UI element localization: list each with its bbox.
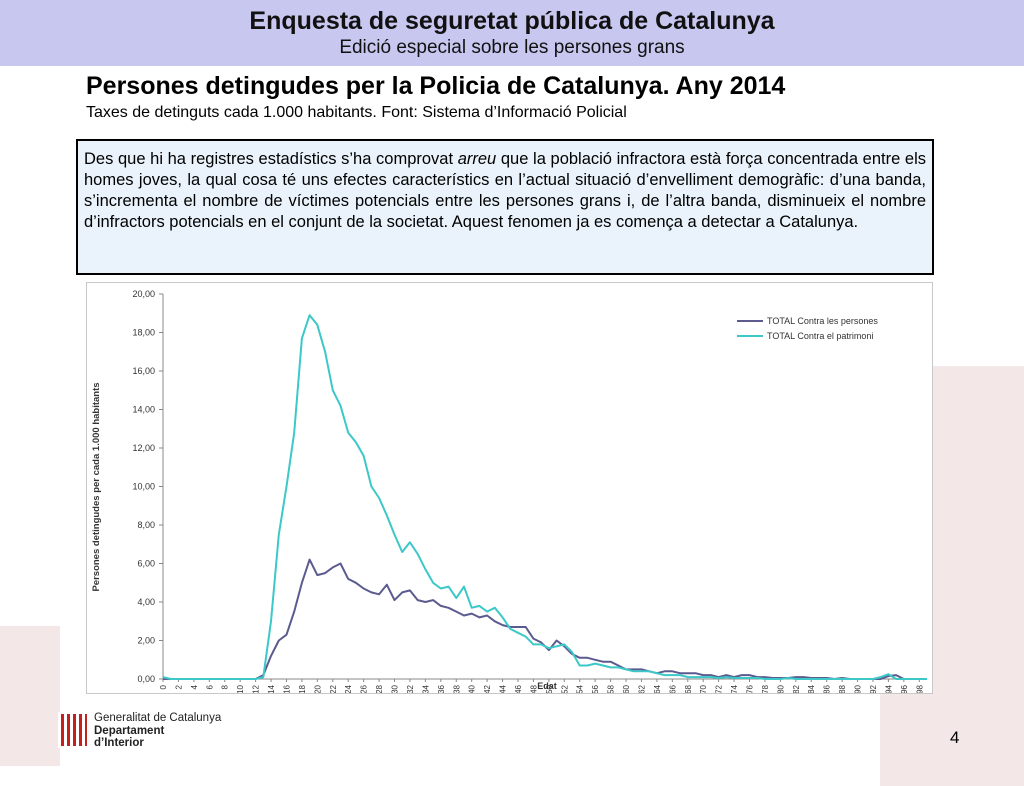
x-tick-label: 86 [823,684,832,693]
x-tick-label: 12 [252,684,261,693]
y-tick-label: 10,00 [132,482,155,492]
x-tick-label: 24 [344,684,353,693]
y-tick-label: 16,00 [132,366,155,376]
y-tick-label: 0,00 [137,674,155,684]
description-text-end: que la població infractora està força co… [84,150,926,231]
logo-line-2: Departament [94,724,165,737]
y-tick-label: 2,00 [137,636,155,646]
x-tick-label: 94 [884,684,893,693]
y-tick-label: 6,00 [137,559,155,569]
x-tick-label: 2 [174,684,183,689]
y-tick-label: 4,00 [137,597,155,607]
x-tick-label: 84 [807,684,816,693]
logo-line-3: d’Interior [94,737,144,749]
header-banner: Enquesta de seguretat pública de Catalun… [0,0,1024,66]
x-tick-label: 30 [391,684,400,693]
x-tick-label: 10 [236,684,245,693]
x-axis-label: Edat [537,681,557,691]
line-chart: 0,00 2,00 4,00 6,00 8,00 10,00 12,00 14,00 16,00… [91,289,927,693]
x-tick-label: 18 [298,684,307,693]
x-tick-label: 22 [329,684,338,693]
chart-frame: 0,00 2,00 4,00 6,00 8,00 10,00 12,00 14,00 16,00… [86,282,933,694]
x-tick-label: 40 [468,684,477,693]
x-tick-label: 8 [221,684,230,689]
logo-line-1: Generalitat de Catalunya [94,712,222,724]
x-tick-label: 96 [900,684,909,693]
y-tick-label: 12,00 [132,443,155,453]
x-tick-label: 90 [854,684,863,693]
legend-label: TOTAL Contra el patrimoni [767,331,873,341]
x-tick-label: 4 [190,684,199,689]
x-tick-label: 74 [730,684,739,693]
y-tick-label: 8,00 [137,520,155,530]
x-tick-label: 42 [483,684,492,693]
x-tick-label: 58 [607,684,616,693]
x-tick-label: 78 [761,684,770,693]
slide-subtitle: Taxes de detinguts cada 1.000 habitants.… [86,104,627,121]
x-tick-label: 66 [668,684,677,693]
page-number: 4 [950,728,960,747]
senyera-icon [58,712,88,748]
y-tick-label: 14,00 [132,405,155,415]
x-tick-label: 6 [205,684,214,689]
x-tick-label: 70 [699,684,708,693]
y-tick-label: 18,00 [132,328,155,338]
watermark-red-block [0,626,60,766]
x-tick-label: 64 [653,684,662,693]
series-line-persones [163,558,927,680]
x-tick-label: 14 [267,684,276,693]
x-tick-label: 82 [792,684,801,693]
x-tick-label: 38 [452,684,461,693]
x-tick-label: 72 [715,684,724,693]
x-tick-label: 26 [360,684,369,693]
x-tick-label: 80 [776,684,785,693]
x-tick-label: 20 [313,684,322,693]
x-tick-label: 0 [159,684,168,689]
slide-title: Persones detingudes per la Policia de Ca… [86,72,786,100]
series-line-patrimoni [162,314,927,680]
header-subtitle: Edició especial sobre les persones grans [339,37,685,58]
x-tick-label: 68 [684,684,693,693]
x-tick-label: 88 [838,684,847,693]
x-tick-label: 36 [437,684,446,693]
x-tick-label: 98 [915,684,924,693]
x-tick-label: 92 [869,684,878,693]
x-tick-label: 60 [622,684,631,693]
x-tick-label: 44 [499,684,508,693]
x-tick-label: 52 [560,684,569,693]
x-tick-label: 34 [421,684,430,693]
x-tick-label: 62 [637,684,646,693]
x-tick-label: 48 [529,684,538,693]
x-tick-label: 16 [282,684,291,693]
x-tick-label: 56 [591,684,600,693]
description-text-start: Des que hi ha registres estadístics s’ha… [84,150,458,168]
header-title: Enquesta de seguretat pública de Catalun… [249,7,775,35]
x-tick-label: 46 [514,684,523,693]
y-axis-label: Persones detingudes per cada 1.000 habit… [91,382,102,591]
x-tick-label: 76 [746,684,755,693]
y-tick-label: 20,00 [132,289,155,299]
logo-text: Generalitat de Catalunya Departament d’I… [94,712,221,750]
description-text-italic: arreu [457,150,497,168]
x-tick-label: 28 [375,684,384,693]
x-tick-label: 50 [545,684,554,693]
legend-label: TOTAL Contra les persones [767,316,878,326]
description-textbox: Des que hi ha registres estadístics s’ha… [76,139,934,275]
x-tick-label: 32 [406,684,415,693]
x-tick-label: 54 [576,684,585,693]
